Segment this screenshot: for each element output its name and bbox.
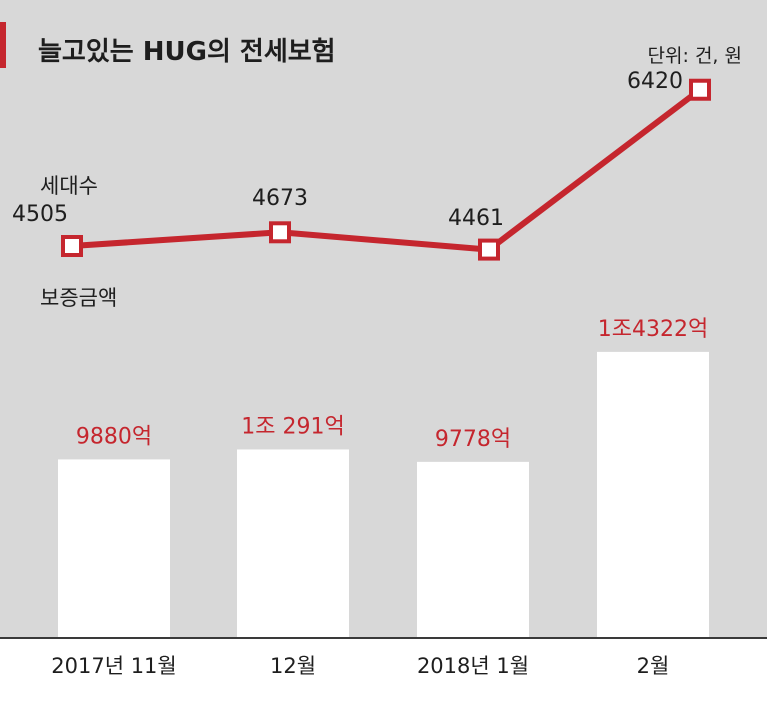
line-series-label: 세대수 — [40, 174, 98, 198]
title-accent-bar — [0, 22, 6, 68]
line-point-2 — [269, 221, 291, 244]
line-value-label-1: 4505 — [12, 202, 68, 227]
x-tick-label-1: 2017년 11월 — [51, 654, 176, 678]
bar-value-label-1: 9880억 — [76, 424, 152, 449]
line-layer — [71, 87, 702, 253]
x-tick-labels: 2017년 11월 12월 2018년 1월 2월 — [51, 654, 669, 678]
line-value-label-4: 6420 — [627, 69, 683, 94]
point-labels-layer: 4505 4673 4461 6420 — [12, 69, 683, 231]
line-point-3 — [478, 238, 500, 261]
line-point-1 — [61, 235, 83, 257]
chart-title: 늘고있는 HUG의 전세보험 — [38, 37, 336, 67]
bars-layer — [58, 351, 709, 638]
bar-3 — [417, 461, 529, 638]
bar-value-label-4: 1조4322억 — [598, 317, 708, 342]
bar-series-label: 보증금액 — [40, 286, 117, 310]
bar-2 — [237, 449, 349, 638]
x-tick-label-2: 12월 — [270, 654, 316, 678]
unit-note: 단위: 건, 원 — [648, 45, 742, 67]
line-value-label-3: 4461 — [448, 206, 504, 231]
bar-labels-layer: 9880억 1조 291억 9778억 1조4322억 — [76, 317, 708, 452]
bar-1 — [58, 459, 170, 638]
points-layer — [61, 78, 711, 261]
line-point-4 — [689, 78, 711, 101]
x-tick-label-3: 2018년 1월 — [417, 654, 529, 678]
x-tick-label-4: 2월 — [637, 654, 670, 678]
bar-4 — [597, 351, 709, 638]
line-value-label-2: 4673 — [252, 186, 308, 211]
bar-value-label-3: 9778억 — [435, 427, 511, 452]
line-series-path — [71, 87, 702, 253]
bar-value-label-2: 1조 291억 — [241, 414, 344, 439]
